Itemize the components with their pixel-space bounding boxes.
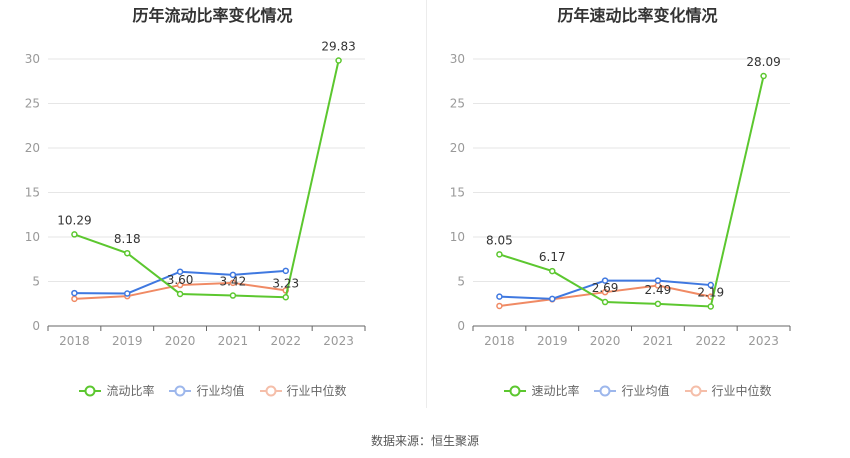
legend-main-icon: [79, 385, 102, 396]
legend-label-main: 速动比率: [531, 384, 580, 398]
chart-title: 历年流动比率变化情况: [132, 6, 293, 25]
series-point-2: [176, 281, 184, 289]
y-tick-label: 15: [25, 186, 40, 200]
data-label: 28.09: [746, 55, 780, 69]
y-tick-label: 30: [25, 52, 40, 66]
series-point-2: [229, 279, 237, 287]
x-tick-label: 2022: [695, 334, 726, 348]
y-tick-label: 10: [450, 230, 465, 244]
series-point-0: [71, 231, 78, 238]
series-point-1: [124, 290, 131, 297]
legend-item-median[interactable]: 行业中位数: [684, 382, 772, 399]
series-point-0: [760, 72, 767, 80]
data-source: 数据来源：恒生聚源: [370, 434, 479, 448]
quick-ratio-chart: 历年速动比率变化情况 0 5 10 15 20 25 30 2018 2019 2020 2021 2…: [425, 0, 850, 420]
x-tick-label: 2021: [643, 334, 674, 348]
series-point-1: [549, 295, 556, 303]
series-point-0: [654, 300, 662, 308]
legend-item-mean[interactable]: 行业均值: [168, 382, 245, 399]
series-point-1: [71, 289, 78, 297]
series-point-1: [176, 268, 184, 275]
data-label: 29.83: [321, 40, 355, 54]
series-point-2: [601, 288, 609, 296]
chart-legend: 流动比率 行业均值 行业中位数: [0, 382, 425, 399]
y-tick-label: 30: [450, 52, 465, 66]
data-label: 8.05: [486, 233, 513, 247]
legend-label-mean: 行业均值: [196, 384, 245, 398]
quick-ratio-plot: 0 5 10 15 20 25 30 2018 2019 2020 2021 2022 2023 8.05…: [450, 52, 791, 348]
data-label: 3.60: [167, 273, 194, 287]
series-line-0: [499, 75, 765, 308]
legend-mean-icon: [169, 385, 192, 396]
legend-label-mean: 行业均值: [621, 384, 670, 398]
legend-item-main[interactable]: 速动比率: [503, 382, 579, 399]
x-tick-label: 2018: [484, 334, 515, 348]
data-label: 3.42: [220, 275, 247, 289]
data-label: 10.29: [57, 213, 91, 227]
x-tick-label: 2022: [270, 334, 301, 348]
series-point-0: [707, 303, 714, 310]
series-point-0: [282, 294, 289, 301]
legend-mean-icon: [594, 385, 617, 396]
legend-label-median: 行业中位数: [286, 384, 347, 398]
data-label: 2.19: [697, 286, 724, 300]
legend-item-main[interactable]: 流动比率: [78, 382, 154, 399]
data-label: 8.18: [114, 232, 141, 246]
x-tick-label: 2021: [218, 334, 249, 348]
legend-main-icon: [504, 385, 527, 396]
y-tick-label: 15: [450, 186, 465, 200]
x-tick-label: 2020: [165, 334, 196, 348]
x-tick-label: 2020: [590, 334, 621, 348]
y-tick-label: 5: [32, 275, 40, 289]
legend-median-icon: [684, 385, 707, 396]
series-point-1: [601, 277, 609, 284]
y-tick-label: 5: [457, 275, 465, 289]
y-tick-label: 25: [450, 97, 465, 111]
data-label: 6.17: [539, 250, 566, 264]
y-tick-label: 20: [450, 141, 465, 155]
x-tick-label: 2019: [112, 334, 143, 348]
current-ratio-plot: 0 5 10 15 20 25 30 2018 2019 2020 2021 2022 2023 10.2…: [25, 40, 366, 348]
current-ratio-chart: 历年流动比率变化情况 0 5 10 15 20 25 30 2018 2019 2020 2021 2…: [0, 0, 425, 420]
series-point-0: [335, 57, 342, 64]
x-tick-label: 2019: [537, 334, 568, 348]
y-tick-label: 0: [32, 319, 40, 333]
series-point-1: [654, 277, 662, 284]
series-point-0: [124, 249, 131, 257]
series-point-1: [707, 281, 714, 289]
y-tick-label: 25: [25, 97, 40, 111]
data-label: 3.23: [272, 276, 299, 290]
legend-median-icon: [259, 385, 282, 396]
y-tick-label: 0: [457, 319, 465, 333]
data-label: 2.49: [645, 283, 672, 297]
legend-item-mean[interactable]: 行业均值: [593, 382, 670, 399]
x-tick-label: 2018: [59, 334, 90, 348]
legend-item-median[interactable]: 行业中位数: [259, 382, 347, 399]
series-point-0: [549, 267, 556, 275]
x-tick-label: 2023: [323, 334, 354, 348]
panel-divider: [426, 0, 427, 408]
series-line-0: [74, 60, 340, 299]
series-point-2: [496, 302, 503, 310]
y-tick-label: 20: [25, 141, 40, 155]
series-point-0: [496, 251, 503, 258]
series-point-0: [176, 290, 184, 298]
series-point-0: [601, 298, 609, 306]
series-point-1: [229, 271, 237, 279]
x-tick-label: 2023: [748, 334, 779, 348]
series-point-1: [496, 293, 503, 300]
series-point-0: [229, 292, 237, 299]
chart-legend: 速动比率 行业均值 行业中位数: [425, 382, 850, 399]
y-tick-label: 10: [25, 230, 40, 244]
series-point-2: [71, 295, 78, 303]
legend-label-main: 流动比率: [106, 384, 155, 398]
series-point-1: [282, 267, 289, 275]
legend-label-median: 行业中位数: [711, 384, 772, 398]
data-label: 2.69: [592, 281, 619, 295]
chart-title: 历年速动比率变化情况: [557, 6, 718, 25]
